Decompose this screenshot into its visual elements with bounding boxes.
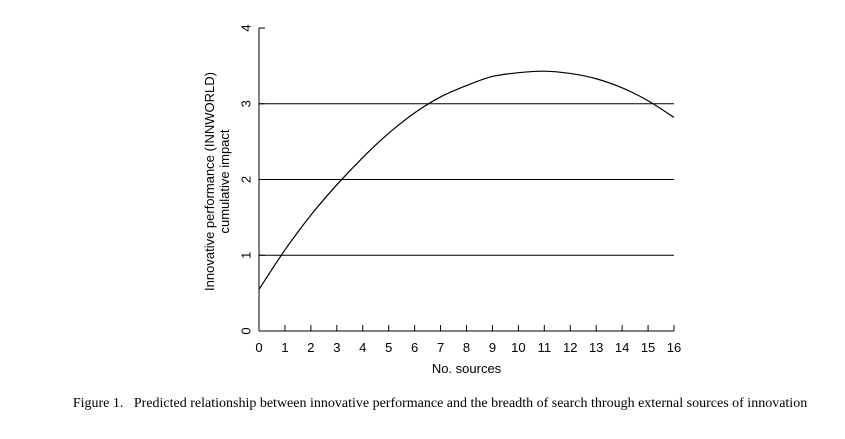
x-tick-label: 2 — [307, 340, 314, 355]
x-axis-label: No. sources — [432, 361, 502, 376]
y-axis-label-line1: Innovative performance (INNWORLD) — [202, 72, 217, 291]
x-tick-label: 14 — [615, 340, 629, 355]
x-tick-label: 5 — [385, 340, 392, 355]
y-tick-label: 2 — [239, 176, 254, 183]
y-axis-label-line2: cumulative impact — [217, 129, 232, 233]
x-tick-label: 12 — [563, 340, 577, 355]
x-tick-label: 3 — [333, 340, 340, 355]
y-tick-label: 1 — [239, 252, 254, 259]
y-tick-label: 0 — [239, 327, 254, 334]
x-tick-label: 16 — [667, 340, 681, 355]
x-tick-label: 4 — [359, 340, 366, 355]
x-tick-label: 1 — [281, 340, 288, 355]
x-ticks: 0 1 2 3 4 5 6 7 8 9 10 11 12 13 14 15 16 — [255, 325, 681, 355]
x-tick-label: 15 — [641, 340, 655, 355]
x-tick-label: 0 — [255, 340, 262, 355]
x-tick-label: 8 — [463, 340, 470, 355]
x-tick-label: 10 — [511, 340, 525, 355]
y-axis-label: Innovative performance (INNWORLD) cumula… — [202, 72, 232, 291]
x-tick-label: 11 — [538, 340, 552, 355]
gridlines — [259, 103, 674, 256]
performance-curve — [258, 70, 675, 290]
caption-label: Figure 1. — [72, 396, 124, 411]
caption-text: Predicted relationship between innovativ… — [133, 396, 808, 411]
x-tick-label: 9 — [489, 340, 496, 355]
figure-caption: Figure 1. Predicted relationship between… — [40, 396, 840, 412]
y-ticks: 0 1 2 3 4 — [239, 24, 265, 335]
x-tick-label: 7 — [437, 340, 444, 355]
x-tick-label: 13 — [589, 340, 603, 355]
y-tick-label: 4 — [239, 24, 254, 31]
y-tick-label: 3 — [239, 100, 254, 107]
x-tick-label: 6 — [411, 340, 418, 355]
